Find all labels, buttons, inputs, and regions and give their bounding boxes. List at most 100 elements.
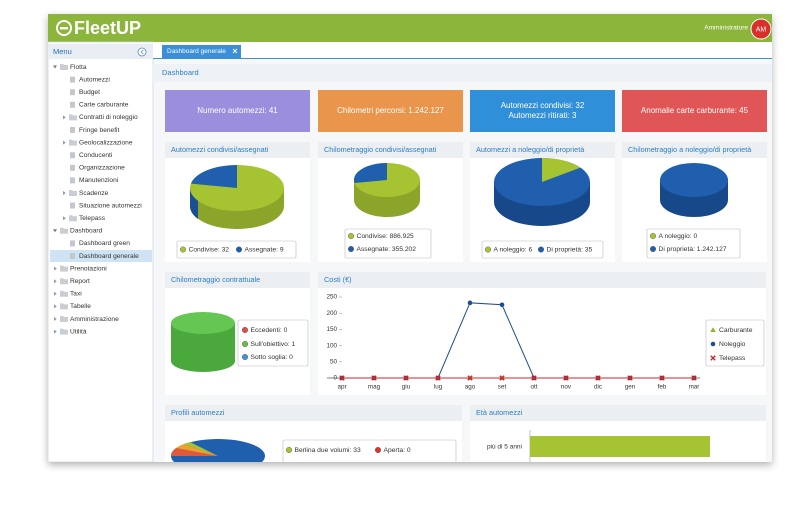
- item-icon: [70, 164, 75, 171]
- profiles-pie: [170, 439, 265, 462]
- legend-dot: [485, 246, 492, 253]
- breadcrumb-bar: [153, 64, 772, 82]
- menu-item[interactable]: Flotta: [70, 64, 87, 71]
- y-tick-label: 250: [326, 294, 337, 301]
- expand-arrow[interactable]: [54, 279, 57, 284]
- menu-item[interactable]: Situazione automezzi: [79, 202, 142, 209]
- menu-item[interactable]: Dashboard generale: [79, 253, 139, 260]
- panel-title: Chilometraggio contrattuale: [171, 275, 260, 284]
- point: [403, 375, 409, 381]
- legend-box: [282, 439, 457, 462]
- legend-box: [237, 319, 309, 367]
- expand-arrow[interactable]: [54, 317, 57, 321]
- point: [531, 375, 537, 381]
- point: [595, 375, 601, 381]
- menu-item[interactable]: Amministrazione: [70, 316, 119, 323]
- legend-label: Condivise: 32: [189, 246, 230, 253]
- menu-item[interactable]: Utilità: [70, 328, 87, 335]
- panel-header: [470, 405, 766, 421]
- legend-dot: [179, 246, 186, 253]
- item-icon: [70, 127, 75, 133]
- legend-label: Eccedenti: 0: [251, 327, 288, 334]
- kpi-text: Automezzi condivisi: 32: [501, 101, 585, 110]
- folder-icon: [69, 139, 77, 146]
- expand-arrow[interactable]: [54, 291, 57, 296]
- menu-item[interactable]: Scadenze: [79, 190, 109, 197]
- legend-label: Telepass: [719, 355, 746, 362]
- expand-arrow[interactable]: [53, 229, 57, 233]
- kpi-text: Automezzi ritirati: 3: [508, 111, 577, 120]
- x-tick-label: dic: [594, 384, 602, 391]
- collapse-button[interactable]: [137, 47, 147, 57]
- legend-dot: [650, 232, 657, 239]
- user-name[interactable]: Amministratore: [704, 25, 748, 32]
- panel-title: Automezzi condivisi/assegnati: [171, 145, 269, 154]
- menu-item[interactable]: Prenotazioni: [70, 265, 107, 272]
- expand-arrow[interactable]: [63, 216, 66, 221]
- legend-dot: [348, 232, 355, 239]
- kpi-text: Chilometri percorsi: 1.242.127: [337, 106, 444, 115]
- menu-item[interactable]: Dashboard: [70, 228, 103, 235]
- menu-item[interactable]: Dashboard green: [79, 240, 130, 247]
- menu-item[interactable]: Carte carburante: [79, 102, 129, 109]
- menu-item[interactable]: Budget: [79, 89, 100, 96]
- kpi-card: [470, 90, 615, 132]
- menu-item[interactable]: Fringe benefit: [79, 127, 119, 134]
- x-tick-label: ago: [465, 384, 476, 391]
- panel-header: [318, 272, 766, 288]
- folder-icon: [60, 303, 68, 310]
- legend-label: Assegnate: 355.202: [357, 246, 417, 253]
- menu-item[interactable]: Taxi: [70, 291, 82, 298]
- expand-arrow[interactable]: [54, 304, 57, 309]
- panel-title: Costi (€): [324, 275, 352, 284]
- panel-title: Profili automezzi: [171, 408, 225, 417]
- legend-label: Carburante: [719, 327, 753, 334]
- avatar[interactable]: [750, 18, 772, 40]
- top-bar: [48, 14, 772, 42]
- tab[interactable]: [162, 45, 241, 58]
- expand-arrow[interactable]: [54, 329, 57, 334]
- legend-box: [705, 319, 765, 367]
- panel-header: [165, 405, 462, 421]
- menu-item[interactable]: Telepass: [79, 215, 106, 222]
- logo-icon-bar: [60, 27, 68, 30]
- point: [499, 375, 505, 381]
- menu-item[interactable]: Report: [70, 278, 90, 285]
- sidebar-header: [48, 44, 153, 59]
- expand-arrow[interactable]: [63, 191, 66, 195]
- legend-label: Noleggio: [719, 341, 746, 348]
- legend-dot: [348, 245, 355, 252]
- point: [435, 375, 441, 381]
- panel-title: Chilometraggio condivisi/assegnati: [324, 145, 437, 154]
- panel-header: [165, 142, 310, 158]
- folder-icon: [60, 64, 68, 70]
- x-tick-label: lug: [434, 384, 443, 391]
- legend-label: Assegnate: 9: [245, 246, 284, 253]
- menu-item[interactable]: Manutenzioni: [79, 177, 119, 184]
- legend-label: A noleggio: 0: [659, 233, 698, 240]
- menu-item[interactable]: Automezzi: [79, 76, 110, 83]
- expand-arrow[interactable]: [63, 115, 66, 120]
- x-tick-label: mar: [689, 384, 700, 391]
- x-tick-label: mag: [368, 384, 381, 391]
- kpi-card: [318, 90, 463, 132]
- expand-arrow[interactable]: [53, 65, 57, 69]
- legend-label: A noleggio: 6: [494, 246, 533, 253]
- point: [499, 302, 505, 308]
- menu-item[interactable]: Conducenti: [79, 152, 113, 159]
- sidebar-tree: Flotta Automezzi Budget Carte carburante Con…: [50, 64, 152, 335]
- expand-arrow[interactable]: [63, 140, 66, 145]
- menu-item[interactable]: Geolocalizzazione: [79, 139, 133, 146]
- point: [563, 375, 569, 381]
- kpi-card: [622, 90, 767, 132]
- menu-item[interactable]: Organizzazione: [79, 165, 125, 172]
- menu-item[interactable]: Tabelle: [70, 303, 91, 310]
- expand-arrow[interactable]: [54, 266, 57, 271]
- legend-dot: [241, 354, 248, 361]
- folder-icon: [69, 190, 77, 196]
- menu-item[interactable]: Contratti di noleggio: [79, 114, 138, 121]
- panel: [318, 272, 766, 395]
- tab-close[interactable]: [232, 48, 238, 54]
- item-icon: [70, 152, 75, 159]
- folder-icon: [60, 290, 68, 297]
